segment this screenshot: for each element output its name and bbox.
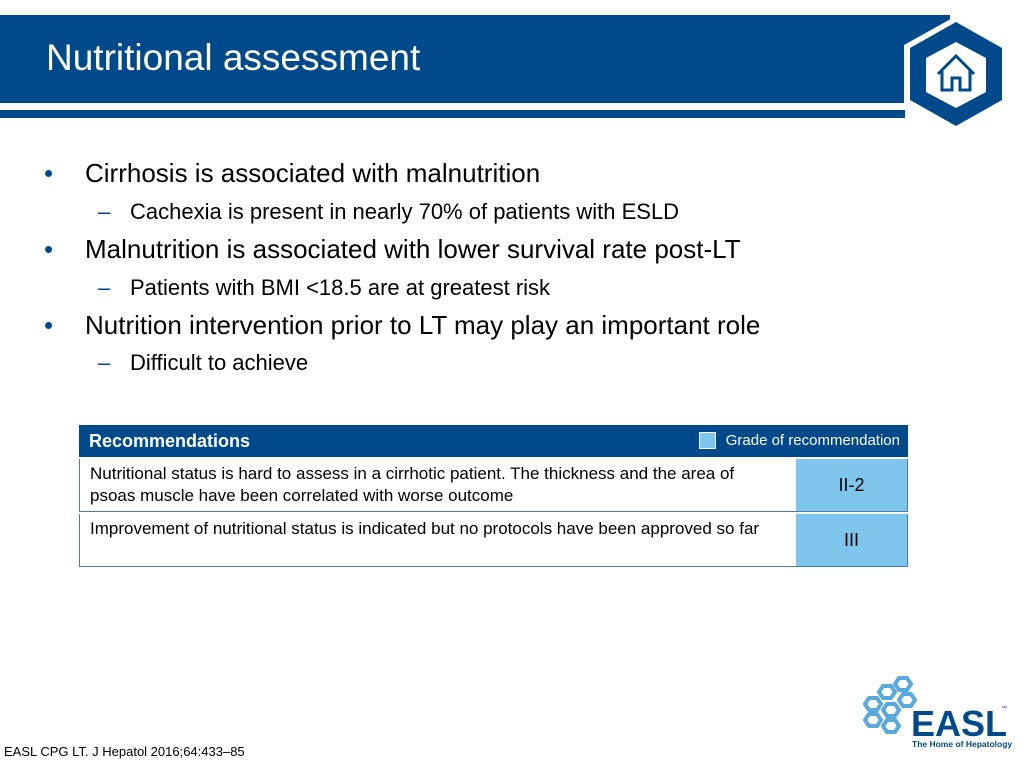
logo-hexagons bbox=[862, 676, 918, 734]
logo-text: EASL bbox=[911, 703, 1007, 744]
sub-bullet-text: Difficult to achieve bbox=[130, 350, 309, 375]
legend-swatch bbox=[698, 432, 716, 449]
logo-tm: ™ bbox=[1001, 705, 1007, 712]
bullet-text: Malnutrition is associated with lower su… bbox=[85, 234, 741, 264]
citation: EASL CPG LT. J Hepatol 2016;64:433–85 bbox=[4, 744, 245, 759]
table-header: Recommendations Grade of recommendation bbox=[79, 425, 908, 457]
grade: II-2 bbox=[794, 459, 907, 511]
table-row: Nutritional status is hard to assess in … bbox=[79, 459, 908, 512]
home-icon bbox=[936, 53, 976, 92]
bullet-text: Nutrition intervention prior to LT may p… bbox=[85, 310, 761, 340]
sub-bullet-text: Cachexia is present in nearly 70% of pat… bbox=[130, 199, 680, 224]
legend: Grade of recommendation bbox=[698, 432, 900, 449]
bullet-text: Cirrhosis is associated with malnutritio… bbox=[85, 158, 541, 188]
recommendation-text: Improvement of nutritional status is ind… bbox=[90, 519, 760, 538]
easl-logo: EASL ™ The Home of Hepatology bbox=[862, 676, 1012, 749]
grade: III bbox=[794, 514, 907, 566]
logo-tagline: The Home of Hepatology bbox=[912, 739, 1012, 749]
title-bar bbox=[0, 15, 950, 103]
home-button[interactable] bbox=[900, 12, 1012, 136]
table-row: Improvement of nutritional status is ind… bbox=[79, 514, 908, 567]
recommendations-table: Recommendations Grade of recommendation … bbox=[79, 425, 908, 567]
table-title: Recommendations bbox=[89, 431, 251, 451]
slide-title: Nutritional assessment bbox=[46, 37, 421, 78]
legend-label: Grade of recommendation bbox=[725, 432, 900, 449]
sub-bullet-text: Patients with BMI <18.5 are at greatest … bbox=[130, 275, 551, 300]
recommendation-text: Nutritional status is hard to assess in … bbox=[90, 464, 735, 505]
title-rule bbox=[0, 110, 905, 118]
